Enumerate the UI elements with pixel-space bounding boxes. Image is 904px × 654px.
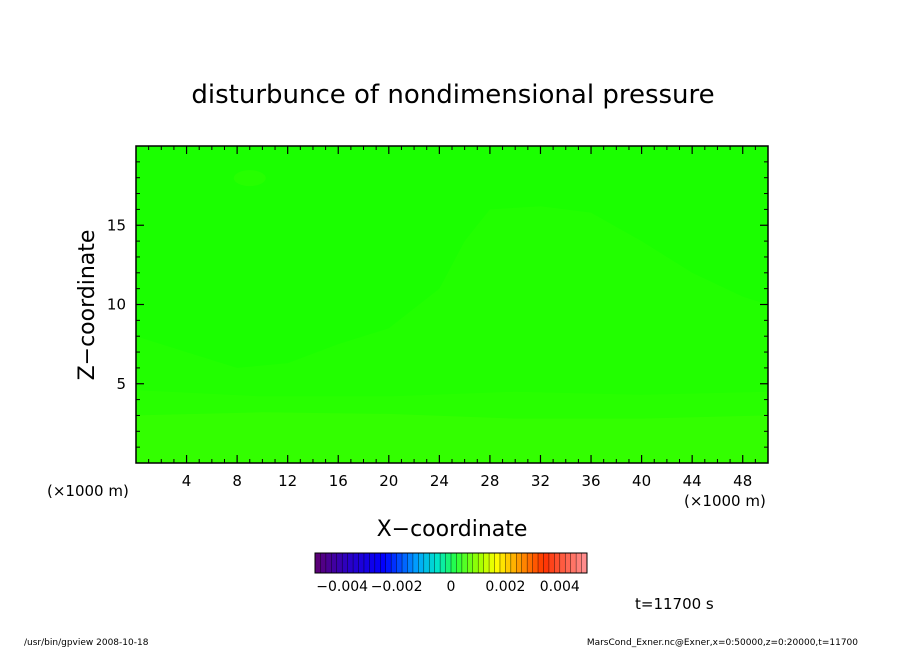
colorbar-swatch: [396, 553, 403, 573]
colorbar-swatch: [576, 553, 582, 573]
colorbar-swatch: [499, 553, 506, 573]
x-tick-label: 12: [278, 472, 297, 490]
colorbar-swatch: [369, 553, 376, 573]
time-label: t=11700 s: [635, 595, 714, 613]
colorbar-swatch: [445, 553, 452, 573]
colorbar-tick-label: 0.004: [540, 579, 580, 595]
contour-patch: [233, 170, 266, 187]
colorbar-swatch: [543, 553, 550, 573]
colorbar-swatch: [347, 553, 354, 573]
y-tick-label: 15: [107, 216, 126, 234]
colorbar-tick-label: 0.002: [485, 579, 525, 595]
colorbar-swatch: [407, 553, 414, 573]
colorbar-swatch: [467, 553, 474, 573]
footer-left: /usr/bin/gpview 2008-10-18: [24, 638, 149, 648]
colorbar-frame: [314, 552, 588, 574]
x-tick-label: 28: [480, 472, 499, 490]
colorbar-swatch: [510, 553, 517, 573]
colorbar-swatch: [478, 553, 484, 573]
colorbar-swatch: [391, 553, 397, 573]
colorbar-swatch: [336, 553, 343, 573]
x-tick-label: 24: [430, 472, 449, 490]
colorbar-swatch: [505, 553, 512, 573]
colorbar-swatch: [581, 553, 588, 573]
colorbar-swatch: [440, 553, 446, 573]
colorbar: −0.004 −0.002 0 0.002 0.004: [314, 552, 588, 595]
x-tick-label: 36: [581, 472, 600, 490]
colorbar-swatch: [331, 553, 338, 573]
colorbar-swatch: [559, 553, 566, 573]
colorbar-swatch: [434, 553, 441, 573]
colorbar-swatch: [489, 553, 495, 573]
y-tick-label: 10: [107, 296, 126, 314]
colorbar-swatch: [320, 553, 327, 573]
colorbar-swatch: [412, 553, 419, 573]
colorbar-swatch: [423, 553, 430, 573]
footer-right: MarsCond_Exner.nc@Exner,x=0:50000,z=0:20…: [586, 638, 858, 648]
colorbar-swatch: [472, 553, 479, 573]
colorbar-swatch: [325, 553, 332, 573]
colorbar-swatch: [353, 553, 359, 573]
colorbar-swatch: [358, 553, 365, 573]
colorbar-swatch: [429, 553, 435, 573]
colorbar-swatch: [483, 553, 490, 573]
colorbar-swatch: [451, 553, 457, 573]
x-tick-label: 48: [733, 472, 752, 490]
colorbar-swatch: [315, 553, 321, 573]
y-tick-label: 5: [116, 375, 126, 393]
colorbar-swatch: [521, 553, 528, 573]
colorbar-swatch: [402, 553, 408, 573]
colorbar-tick-label: −0.002: [371, 579, 423, 595]
x-tick-label: 20: [379, 472, 398, 490]
colorbar-swatch: [342, 553, 348, 573]
x-tick-label: 8: [232, 472, 242, 490]
x-axis-label: X−coordinate: [377, 517, 528, 542]
colorbar-swatch: [385, 553, 392, 573]
x-tick-label: 32: [531, 472, 550, 490]
colorbar-swatch: [516, 553, 523, 573]
x-tick-label: 40: [632, 472, 651, 490]
colorbar-swatch: [363, 553, 370, 573]
colorbar-swatch: [548, 553, 555, 573]
contour-fills: [136, 146, 768, 463]
x-tick-label: 4: [182, 472, 192, 490]
x-unit-right: (×1000 m): [684, 492, 766, 510]
colorbar-swatch: [494, 553, 501, 573]
colorbar-swatch: [374, 553, 381, 573]
x-tick-label: 44: [683, 472, 702, 490]
colorbar-swatch: [380, 553, 387, 573]
contour-band: [136, 412, 768, 463]
x-tick-label: 16: [329, 472, 348, 490]
colorbar-swatch: [527, 553, 533, 573]
colorbar-swatch: [538, 553, 544, 573]
colorbar-swatch: [565, 553, 571, 573]
y-axis-label: Z−coordinate: [75, 230, 100, 381]
colorbar-tick-label: −0.004: [316, 579, 368, 595]
colorbar-swatch: [570, 553, 577, 573]
colorbar-swatch: [418, 553, 425, 573]
colorbar-tick-label: 0: [447, 579, 456, 595]
x-unit-left: (×1000 m): [47, 482, 129, 500]
colorbar-swatch: [532, 553, 539, 573]
colorbar-swatch: [456, 553, 463, 573]
colorbar-swatch: [461, 553, 468, 573]
colorbar-swatch: [554, 553, 561, 573]
chart-title: disturbunce of nondimensional pressure: [191, 80, 714, 110]
